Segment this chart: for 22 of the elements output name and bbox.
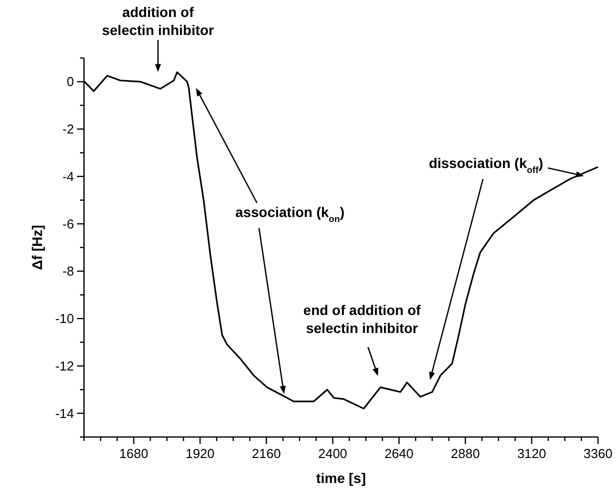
x-tick-label: 1920 xyxy=(186,446,215,461)
x-tick-label: 2400 xyxy=(318,446,348,461)
y-tick-label: -12 xyxy=(55,358,74,374)
y-tick-label: -2 xyxy=(62,122,74,137)
y-tick-label: 0 xyxy=(66,74,74,90)
y-tick-label: -10 xyxy=(55,311,74,326)
y-tick-label: -14 xyxy=(55,406,74,421)
annotation: association (k$_{on}$) xyxy=(235,204,345,224)
x-tick-label: 3120 xyxy=(517,446,546,461)
x-tick-label: 2160 xyxy=(252,446,281,461)
y-tick-label: -8 xyxy=(62,264,74,279)
x-axis-title: time [s] xyxy=(316,470,366,486)
y-tick-label: -6 xyxy=(62,216,74,232)
x-tick-label: 1680 xyxy=(119,446,148,461)
x-tick-label: 2640 xyxy=(384,446,414,461)
x-tick-label: 2880 xyxy=(450,446,480,461)
y-tick-label: -4 xyxy=(62,168,74,184)
annotation: end of addition of selectin inhibitor xyxy=(303,302,422,336)
y-axis-title: Δf [Hz] xyxy=(29,224,45,270)
text: addition of selectin inhibitor xyxy=(102,4,215,38)
annotation: dissociation (k$_{off}$) xyxy=(428,155,544,175)
x-tick-label: 3360 xyxy=(584,446,612,461)
